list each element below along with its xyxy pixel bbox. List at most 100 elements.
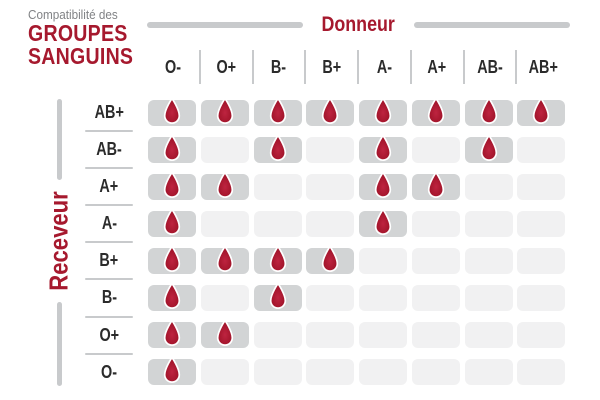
blood-drop-icon (374, 96, 392, 124)
receiver-label-text: B- (101, 287, 117, 308)
title-line2: SANGUINS (28, 43, 134, 69)
cell-AB--from-AB+ (517, 137, 566, 163)
cell-O--from-B+ (306, 359, 355, 385)
cell-B--from-AB+ (517, 285, 566, 311)
cell-A--from-O+ (200, 211, 249, 237)
cell-AB--from-O- (148, 133, 196, 163)
cell-AB--from-A- (359, 133, 407, 163)
receiver-rule-top (57, 99, 62, 180)
cell-B+-from-A+ (411, 248, 460, 274)
cell-A--from-AB+ (517, 211, 566, 237)
blood-drop-icon (163, 281, 181, 309)
cell-B--from-A+ (411, 285, 460, 311)
cell-A+-from-O+ (200, 170, 249, 200)
receiver-label-AB-: AB- (85, 137, 133, 169)
cell-O--from-O- (148, 355, 196, 385)
blood-drop-icon (374, 170, 392, 198)
blood-drop-icon (269, 96, 286, 124)
blood-drop-icon (269, 244, 286, 272)
receiver-label-A+: A+ (85, 174, 133, 206)
blood-drop-icon (322, 96, 339, 124)
cell-O--from-AB+ (517, 359, 566, 385)
receiver-label-AB+: AB+ (85, 100, 133, 132)
cell-O--from-O+ (200, 359, 249, 385)
cell-O+-from-O+ (200, 318, 249, 348)
cell-O--from-A- (359, 359, 407, 385)
title-line1: GROUPES (28, 20, 128, 46)
receiver-label-text: B+ (99, 250, 119, 271)
cell-A+-from-AB- (464, 174, 513, 200)
cell-O--from-B- (253, 359, 302, 385)
receiver-label-text: A- (101, 213, 117, 234)
receiver-axis-label: Receveur (43, 191, 74, 291)
cell-O+-from-O- (148, 318, 196, 348)
blood-drop-icon (163, 355, 181, 383)
donor-header-label: B+ (322, 56, 342, 77)
donor-header-label: AB- (477, 56, 503, 77)
cell-B--from-A- (359, 285, 407, 311)
cell-O+-from-A+ (411, 322, 460, 348)
blood-drop-icon (480, 133, 497, 161)
cell-B+-from-A- (359, 248, 407, 274)
blood-drop-icon (163, 207, 181, 235)
donor-header-B-: B- (254, 50, 307, 84)
donor-header-A+: A+ (412, 50, 465, 84)
donor-header-O-: O- (148, 50, 201, 84)
blood-drop-icon (163, 318, 181, 346)
cell-A+-from-B- (253, 174, 302, 200)
donor-header-O+: O+ (201, 50, 254, 84)
blood-drop-icon (163, 244, 181, 272)
receiver-label-text: O- (101, 361, 117, 382)
compatibility-matrix (148, 96, 566, 385)
receiver-label-O+: O+ (85, 322, 133, 354)
donor-axis-header: Donneur (147, 13, 571, 37)
donor-axis-label: Donneur (321, 13, 396, 36)
cell-A--from-B- (253, 211, 302, 237)
donor-header-label: AB+ (529, 56, 559, 77)
receiver-label-A-: A- (85, 211, 133, 243)
donor-header-A-: A- (359, 50, 412, 84)
donor-header-label: O- (165, 56, 182, 77)
cell-O+-from-AB- (464, 322, 513, 348)
cell-AB--from-A+ (411, 137, 460, 163)
cell-AB--from-B- (253, 133, 302, 163)
cell-O--from-AB- (464, 359, 513, 385)
cell-O--from-A+ (411, 359, 460, 385)
cell-O+-from-B+ (306, 322, 355, 348)
blood-drop-icon (216, 244, 233, 272)
blood-drop-icon (427, 96, 444, 124)
blood-drop-icon (216, 318, 233, 346)
cell-B--from-O- (148, 281, 196, 311)
cell-A+-from-A- (359, 170, 407, 200)
receiver-label-B+: B+ (85, 248, 133, 280)
cell-B--from-B- (253, 281, 302, 311)
cell-AB+-from-O+ (200, 96, 249, 126)
donor-column-headers: O- O+ B- B+ A- A+ AB- AB+ (148, 50, 570, 84)
cell-A--from-O- (148, 207, 196, 237)
cell-O+-from-AB+ (517, 322, 566, 348)
cell-AB+-from-B+ (306, 96, 355, 126)
cell-B--from-O+ (200, 285, 249, 311)
blood-drop-icon (374, 207, 392, 235)
receiver-label-text: AB- (96, 139, 122, 160)
cell-B+-from-AB- (464, 248, 513, 274)
cell-B+-from-AB+ (517, 248, 566, 274)
donor-header-label: A+ (427, 56, 447, 77)
donor-header-label: O+ (216, 56, 236, 77)
blood-drop-icon (374, 133, 392, 161)
receiver-label-text: O+ (99, 324, 119, 345)
donor-header-label: A- (376, 56, 392, 77)
blood-drop-icon (322, 244, 339, 272)
cell-B+-from-O+ (200, 244, 249, 274)
cell-O+-from-A- (359, 322, 407, 348)
blood-drop-icon (269, 133, 286, 161)
cell-AB+-from-A+ (411, 96, 460, 126)
cell-A+-from-O- (148, 170, 196, 200)
cell-A--from-A- (359, 207, 407, 237)
cell-AB+-from-A- (359, 96, 407, 126)
receiver-label-text: A+ (99, 176, 119, 197)
cell-AB--from-O+ (200, 137, 249, 163)
blood-drop-icon (163, 170, 181, 198)
cell-A--from-B+ (306, 211, 355, 237)
